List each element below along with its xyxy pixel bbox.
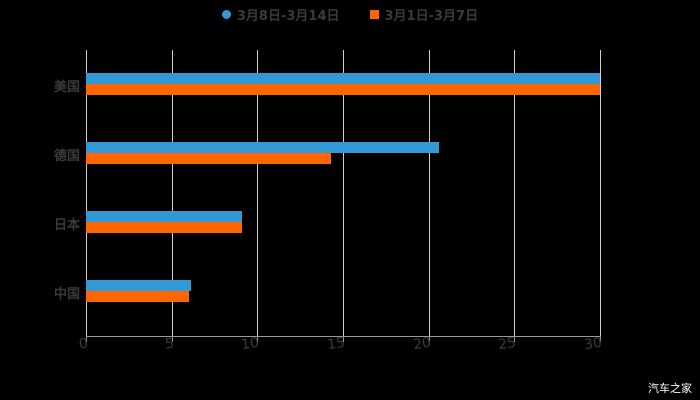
x-axis: [86, 336, 600, 337]
gridline: [343, 50, 344, 336]
bar[interactable]: [86, 222, 242, 233]
gridline: [600, 50, 601, 336]
x-tick-label: 5: [163, 335, 175, 353]
bar[interactable]: [86, 280, 191, 291]
x-tick: [257, 336, 259, 342]
watermark: 汽车之家: [648, 382, 692, 395]
gridline: [514, 50, 516, 336]
x-tick-label: 25: [497, 334, 518, 354]
bar[interactable]: [86, 73, 600, 84]
gridline: [86, 50, 87, 336]
square-marker-icon: [369, 9, 379, 19]
legend-item-series-2[interactable]: 3月1日-3月7日: [369, 5, 479, 24]
x-tick: [86, 336, 87, 342]
legend: 3月8日-3月14日 3月1日-3月7日: [0, 4, 700, 24]
x-tick-label: 30: [583, 334, 604, 354]
x-tick: [428, 336, 430, 342]
gridline: [171, 50, 173, 336]
category-label: 中国: [53, 287, 80, 302]
bar[interactable]: [86, 291, 189, 302]
legend-item-series-1[interactable]: 3月8日-3月14日: [221, 5, 340, 24]
bar[interactable]: [86, 211, 242, 222]
x-tick: [171, 336, 173, 342]
category-label: 日本: [53, 218, 80, 233]
x-tick: [600, 336, 601, 342]
bar[interactable]: [86, 84, 600, 95]
legend-label: 3月8日-3月14日: [236, 8, 340, 24]
x-tick-label: 15: [326, 334, 347, 354]
x-tick: [343, 336, 344, 342]
gridline: [428, 50, 430, 336]
gridline: [257, 50, 259, 336]
bar[interactable]: [86, 142, 439, 153]
legend-label: 3月1日-3月7日: [384, 8, 479, 24]
x-tick: [514, 336, 516, 342]
category-label: 德国: [53, 149, 80, 164]
x-tick-label: 20: [411, 334, 432, 354]
x-tick-label: 0: [78, 335, 90, 353]
circle-marker-icon: [221, 9, 231, 19]
bar[interactable]: [86, 153, 331, 164]
category-label: 美国: [53, 80, 80, 95]
x-tick-label: 10: [240, 334, 261, 354]
